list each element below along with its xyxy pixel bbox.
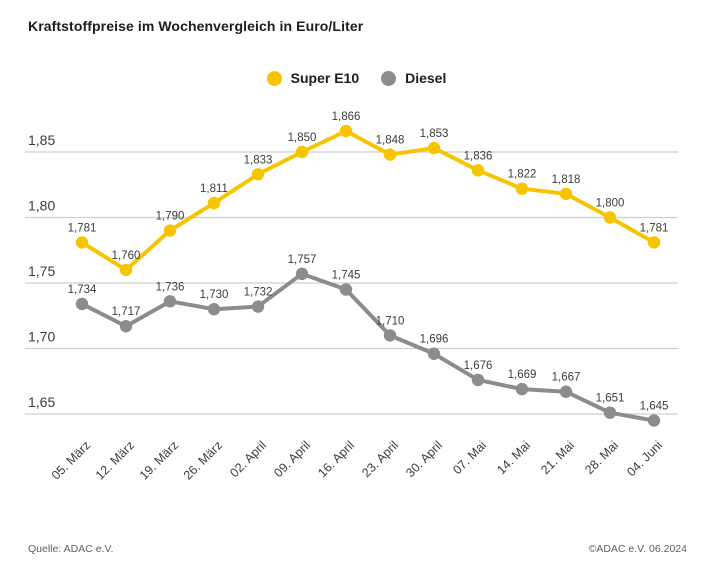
data-point-label: 1,850 (288, 132, 317, 144)
x-axis-tick-label: 23. April (359, 438, 401, 480)
x-axis-tick-label: 04. Juni (624, 438, 665, 479)
x-axis-tick-label: 19. März (137, 438, 181, 482)
data-point-label: 1,745 (332, 270, 361, 282)
y-axis-tick-label: 1,80 (28, 198, 55, 214)
data-point (339, 124, 353, 138)
data-point-label: 1,717 (112, 306, 141, 318)
x-axis-tick-label: 30. April (403, 438, 445, 480)
data-point (119, 263, 133, 277)
data-point-label: 1,760 (112, 250, 141, 262)
data-point (251, 168, 265, 181)
legend-label-super-e10: Super E10 (290, 70, 360, 86)
data-point (471, 373, 485, 387)
data-point (339, 283, 353, 296)
x-axis-tick-label: 05. März (49, 438, 93, 482)
data-point-label: 1,866 (332, 111, 361, 123)
data-point (647, 236, 661, 249)
data-point (295, 145, 309, 159)
x-axis-tick-label: 02. April (227, 438, 269, 480)
legend-item-diesel: Diesel (381, 70, 446, 86)
y-axis-tick-label: 1,85 (28, 132, 55, 148)
data-point (163, 295, 177, 308)
copyright-note: ©ADAC e.V. 06.2024 (588, 543, 687, 555)
legend-item-super-e10: Super E10 (266, 70, 360, 86)
series-line-diesel (80, 271, 656, 423)
data-point (647, 414, 661, 427)
x-axis-tick-label: 26. März (181, 438, 225, 482)
diesel-dot-icon (381, 70, 397, 86)
data-point-label: 1,853 (420, 128, 449, 140)
x-axis-tick-label: 21. Mai (538, 438, 577, 477)
data-point-label: 1,710 (376, 315, 405, 327)
data-point-label: 1,734 (68, 284, 97, 296)
chart-title: Kraftstoffpreise im Wochenvergleich in E… (28, 18, 364, 34)
source-note: Quelle: ADAC e.V. (28, 543, 114, 555)
data-point-label: 1,833 (244, 154, 273, 166)
data-point-label: 1,645 (640, 401, 669, 413)
legend-label-diesel: Diesel (405, 70, 447, 86)
data-point (603, 211, 617, 224)
x-axis-tick-label: 09. April (271, 438, 313, 480)
data-point-label: 1,818 (552, 174, 581, 186)
data-point-label: 1,848 (376, 135, 405, 147)
data-point (603, 406, 617, 419)
super-e10-dot-icon (266, 70, 282, 86)
data-point (251, 300, 265, 313)
data-point-label: 1,736 (156, 281, 185, 293)
data-point (559, 385, 573, 398)
x-axis-tick-label: 16. April (315, 438, 357, 480)
x-axis-tick-label: 28. Mai (582, 438, 621, 477)
data-point (75, 236, 89, 249)
y-axis-tick-label: 1,70 (28, 329, 55, 345)
data-point (383, 148, 397, 161)
data-point (119, 320, 133, 333)
data-point (427, 141, 441, 155)
data-point-label: 1,732 (244, 287, 273, 299)
data-point-label: 1,757 (288, 254, 317, 266)
data-point-label: 1,822 (508, 169, 537, 181)
y-axis-tick-label: 1,75 (28, 263, 55, 279)
series-line-super-e10 (80, 129, 656, 272)
x-axis-tick-label: 07. Mai (450, 438, 489, 477)
data-point (515, 182, 529, 195)
data-point (207, 196, 221, 210)
data-point-label: 1,781 (68, 222, 97, 234)
data-point (427, 347, 441, 360)
x-axis-tick-label: 14. Mai (494, 438, 533, 477)
data-point-label: 1,800 (596, 198, 625, 210)
data-point-label: 1,676 (464, 360, 493, 372)
data-point-label: 1,781 (640, 222, 669, 234)
data-point (471, 164, 485, 177)
data-point (295, 267, 309, 281)
data-point-label: 1,811 (200, 183, 228, 195)
data-point (559, 187, 573, 201)
chart-legend: Super E10 Diesel (0, 70, 713, 86)
data-point (163, 224, 177, 237)
data-point (207, 303, 221, 316)
data-point-label: 1,790 (156, 211, 185, 223)
data-point (515, 382, 529, 396)
data-point (75, 297, 89, 311)
data-point-label: 1,667 (552, 372, 581, 384)
data-point-label: 1,696 (420, 334, 449, 346)
data-point-label: 1,651 (596, 393, 625, 405)
y-axis-tick-label: 1,65 (28, 394, 55, 410)
data-point (383, 329, 397, 342)
x-axis-tick-label: 12. März (93, 438, 137, 482)
data-point-label: 1,669 (508, 369, 537, 381)
data-point-label: 1,730 (200, 289, 229, 301)
data-point-label: 1,836 (464, 150, 493, 162)
